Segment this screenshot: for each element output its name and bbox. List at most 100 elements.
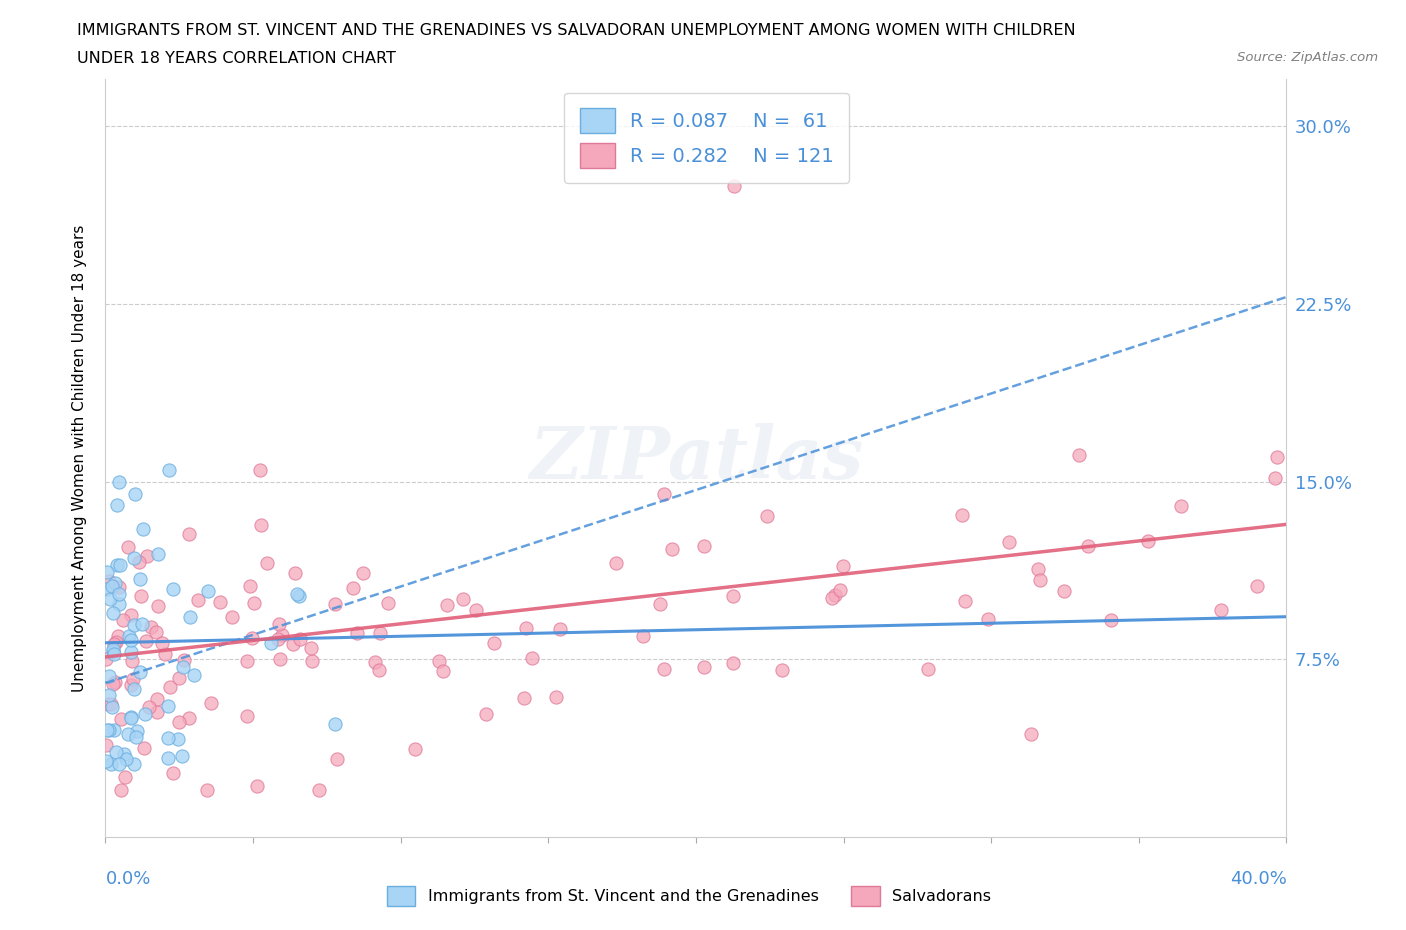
Point bbox=[323, 596, 346, 611]
Point bbox=[179, 610, 201, 625]
Point bbox=[107, 629, 129, 644]
Text: IMMIGRANTS FROM ST. VINCENT AND THE GRENADINES VS SALVADORAN UNEMPLOYMENT AMONG : IMMIGRANTS FROM ST. VINCENT AND THE GREN… bbox=[77, 23, 1076, 38]
Point bbox=[103, 723, 125, 737]
Point bbox=[103, 605, 125, 620]
Point bbox=[103, 646, 125, 661]
Point bbox=[101, 642, 124, 657]
Point bbox=[120, 711, 142, 725]
Point bbox=[118, 629, 141, 644]
Point bbox=[127, 724, 149, 738]
Point bbox=[977, 611, 1000, 626]
Point bbox=[162, 765, 184, 780]
Point bbox=[197, 583, 219, 598]
Point bbox=[721, 589, 744, 604]
Point bbox=[1136, 534, 1159, 549]
Point bbox=[256, 555, 278, 570]
Point bbox=[301, 654, 323, 669]
Point bbox=[953, 593, 976, 608]
Legend: Immigrants from St. Vincent and the Grenadines, Salvadorans: Immigrants from St. Vincent and the Gren… bbox=[380, 880, 998, 912]
Text: UNDER 18 YEARS CORRELATION CHART: UNDER 18 YEARS CORRELATION CHART bbox=[77, 51, 396, 66]
Point bbox=[998, 535, 1021, 550]
Point bbox=[1028, 562, 1050, 577]
Point bbox=[186, 593, 208, 608]
Point bbox=[115, 751, 138, 766]
Point bbox=[103, 677, 125, 692]
Point bbox=[138, 699, 160, 714]
Point bbox=[120, 677, 142, 692]
Point bbox=[135, 633, 157, 648]
Point bbox=[98, 688, 121, 703]
Point bbox=[146, 692, 169, 707]
Point bbox=[432, 664, 454, 679]
Point bbox=[110, 711, 132, 726]
Point bbox=[96, 723, 118, 737]
Point bbox=[179, 711, 201, 725]
Point bbox=[287, 589, 309, 604]
Point bbox=[269, 652, 291, 667]
Point bbox=[465, 602, 488, 617]
Point bbox=[132, 522, 155, 537]
Point bbox=[112, 613, 135, 628]
Point bbox=[120, 632, 142, 647]
Point bbox=[1052, 583, 1074, 598]
Point bbox=[131, 617, 153, 631]
Point bbox=[522, 650, 544, 665]
Point bbox=[756, 509, 779, 524]
Point bbox=[1265, 449, 1288, 464]
Point bbox=[436, 597, 458, 612]
Point bbox=[288, 631, 311, 646]
Point bbox=[120, 607, 142, 622]
Point bbox=[267, 617, 290, 631]
Point bbox=[368, 626, 391, 641]
Point bbox=[157, 462, 180, 477]
Point bbox=[134, 707, 156, 722]
Point bbox=[124, 486, 146, 501]
Point bbox=[159, 679, 181, 694]
Point bbox=[146, 704, 169, 719]
Point bbox=[1099, 613, 1122, 628]
Point bbox=[108, 579, 131, 594]
Point bbox=[101, 578, 124, 593]
Point bbox=[451, 591, 474, 606]
Point bbox=[153, 646, 176, 661]
Point bbox=[129, 572, 152, 587]
Point bbox=[108, 558, 131, 573]
Point bbox=[284, 565, 307, 580]
Point bbox=[515, 620, 537, 635]
Point bbox=[544, 689, 567, 704]
Point bbox=[308, 782, 330, 797]
Point bbox=[97, 723, 120, 737]
Point bbox=[631, 629, 654, 644]
Point bbox=[96, 651, 118, 666]
Y-axis label: Unemployment Among Women with Children Under 18 years: Unemployment Among Women with Children U… bbox=[72, 224, 87, 692]
Point bbox=[283, 636, 305, 651]
Point bbox=[513, 691, 536, 706]
Point bbox=[183, 668, 205, 683]
Point bbox=[104, 576, 127, 591]
Point bbox=[240, 631, 263, 645]
Point bbox=[661, 541, 683, 556]
Point bbox=[770, 663, 793, 678]
Point bbox=[693, 660, 716, 675]
Text: ZIPatlas: ZIPatlas bbox=[529, 422, 863, 494]
Point bbox=[236, 708, 259, 723]
Point bbox=[114, 769, 136, 784]
Point bbox=[346, 626, 368, 641]
Point bbox=[124, 730, 146, 745]
Point bbox=[112, 747, 135, 762]
Point bbox=[169, 671, 191, 685]
Point bbox=[249, 462, 271, 477]
Point bbox=[200, 696, 222, 711]
Point bbox=[157, 730, 180, 745]
Point bbox=[110, 782, 132, 797]
Point bbox=[100, 697, 122, 711]
Point bbox=[108, 596, 131, 611]
Point bbox=[693, 539, 716, 554]
Point bbox=[353, 565, 375, 580]
Point bbox=[377, 595, 399, 610]
Point bbox=[122, 618, 145, 633]
Point bbox=[96, 697, 118, 711]
Point bbox=[1209, 603, 1232, 618]
Point bbox=[121, 672, 143, 687]
Point bbox=[235, 654, 257, 669]
